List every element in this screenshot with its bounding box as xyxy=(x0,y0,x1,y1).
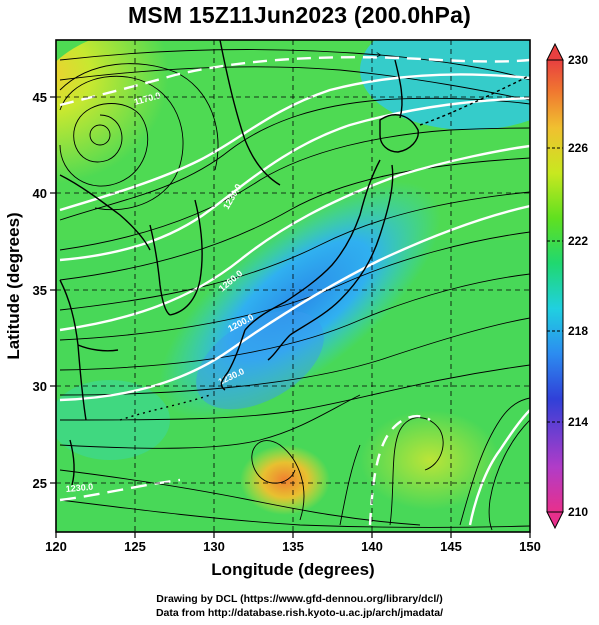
x-tick-label: 125 xyxy=(124,539,146,554)
figure-title: MSM 15Z11Jun2023 (200.0hPa) xyxy=(128,2,471,28)
colorbar-tick-label: 214 xyxy=(568,415,588,429)
colorbar-tick-label: 230 xyxy=(568,53,588,67)
y-tick-label: 25 xyxy=(33,476,47,491)
x-axis-label: Longitude (degrees) xyxy=(211,560,374,579)
y-axis-label: Latitude (degrees) xyxy=(4,212,23,359)
streamlines xyxy=(59,49,530,531)
y-tick-label: 40 xyxy=(33,186,47,201)
colorbar-tick-label: 210 xyxy=(568,505,588,519)
axis-ticks xyxy=(50,96,531,538)
y-tick-label: 45 xyxy=(33,90,47,105)
y-tick-label: 35 xyxy=(33,283,47,298)
credit-data-source: Data from http://database.rish.kyoto-u.a… xyxy=(155,607,444,619)
x-tick-label: 140 xyxy=(361,539,383,554)
y-tick-label: 30 xyxy=(33,379,47,394)
colorbar-min-arrow xyxy=(546,511,564,530)
credit-drawing: Drawing by DCL (https://www.gfd-dennou.o… xyxy=(156,593,443,605)
x-tick-label: 130 xyxy=(203,539,225,554)
colorbar-max-arrow xyxy=(546,42,564,61)
lat-lon-grid xyxy=(56,40,530,532)
isolines xyxy=(59,56,530,526)
x-tick-label: 120 xyxy=(45,539,67,554)
x-tick-label: 135 xyxy=(282,539,304,554)
colorbar: 230 226 222 218 214 210 xyxy=(546,42,588,530)
colorbar-tick-label: 222 xyxy=(568,234,588,248)
coastlines xyxy=(59,40,530,486)
x-tick-label: 150 xyxy=(519,539,541,554)
x-tick-label: 145 xyxy=(440,539,462,554)
credits: Drawing by DCL (https://www.gfd-dennou.o… xyxy=(0,592,599,620)
colorbar-tick-label: 226 xyxy=(568,141,588,155)
colorbar-tick-label: 218 xyxy=(568,324,588,338)
